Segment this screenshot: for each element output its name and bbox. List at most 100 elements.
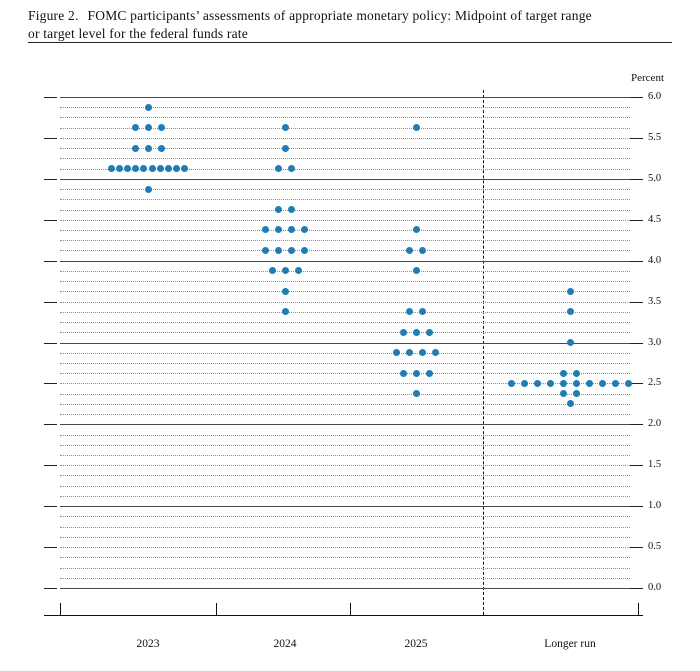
gridline-dotted [60, 434, 630, 436]
y-tick-mark-left [44, 342, 57, 344]
gridline-dotted [60, 240, 630, 242]
gridline-dotted [60, 516, 630, 518]
gridline-dotted [60, 332, 630, 334]
gridline-dotted [60, 485, 630, 487]
y-tick-mark-left [44, 137, 57, 139]
fomc-dot [412, 267, 420, 275]
y-tick-mark-right [630, 506, 643, 508]
fomc-dot [181, 165, 188, 173]
fomc-dot [412, 328, 420, 336]
y-tick-label: 2.5 [648, 377, 662, 389]
fomc-dot [132, 165, 140, 173]
y-tick-mark-left [44, 588, 57, 589]
y-tick-mark-right [630, 137, 643, 139]
gridline-dotted [60, 557, 630, 559]
fomc-dot [288, 165, 295, 173]
fomc-dot [268, 267, 276, 275]
fomc-dot [566, 287, 574, 295]
y-tick-label: 0.0 [648, 582, 662, 593]
fomc-dot [560, 379, 567, 387]
figure-title: Figure 2. FOMC participants’ assessments … [28, 7, 680, 43]
fomc-dot [131, 144, 139, 152]
x-tick-mark [60, 603, 61, 615]
fomc-dot [406, 246, 413, 254]
y-tick-label: 3.5 [648, 295, 662, 307]
fomc-dot [301, 246, 308, 254]
y-tick-mark-right [630, 588, 643, 589]
gridline-solid [60, 178, 630, 180]
gridline-dotted [60, 168, 630, 170]
gridline-dotted [60, 148, 630, 150]
y-tick-mark-right [630, 424, 643, 426]
gridline-dotted [60, 117, 630, 119]
fomc-dot [508, 379, 515, 387]
y-tick-mark-left [44, 383, 57, 385]
y-tick-mark-left [44, 178, 57, 180]
y-tick-mark-left [44, 219, 57, 221]
gridline-dotted [60, 250, 630, 252]
gridline-dotted [60, 291, 630, 293]
gridline-solid [60, 506, 630, 508]
gridline-dotted [60, 393, 630, 395]
y-tick-label: 6.0 [648, 91, 662, 102]
gridline-dotted [60, 281, 630, 283]
fomc-dot [164, 165, 172, 173]
fomc-dot [157, 144, 165, 152]
fomc-dot [406, 308, 413, 316]
fomc-dot [425, 369, 433, 377]
fomc-dot [586, 379, 593, 387]
y-tick-label: 1.5 [648, 459, 662, 471]
x-tick-mark [350, 603, 351, 615]
gridline-dotted [60, 465, 630, 467]
fomc-dot [625, 379, 632, 387]
gridline-dotted [60, 322, 630, 324]
y-tick-label: 0.5 [648, 541, 662, 553]
gridline-dotted [60, 189, 630, 191]
fomc-dot [275, 206, 282, 214]
fomc-dot [566, 308, 574, 316]
fomc-dot [116, 165, 124, 173]
fomc-dot [560, 369, 567, 377]
title-rule [28, 42, 672, 43]
gridline-dotted [60, 383, 630, 385]
y-tick-mark-right [630, 383, 643, 385]
gridline-solid [60, 97, 630, 98]
fomc-dot [566, 339, 574, 346]
fomc-dot [412, 390, 420, 398]
y-axis-unit-label: Percent [631, 72, 664, 84]
gridline-dotted [60, 127, 630, 129]
y-tick-mark-right [630, 301, 643, 303]
fomc-dot [275, 246, 282, 254]
fomc-dot [399, 328, 407, 336]
fomc-dot [599, 379, 606, 387]
fomc-dot [262, 246, 269, 254]
fomc-dot [294, 267, 302, 275]
y-tick-mark-right [630, 219, 643, 221]
fomc-dot [288, 206, 295, 214]
fomc-dot [148, 165, 156, 173]
y-tick-mark-right [630, 342, 643, 344]
fomc-dot [281, 124, 289, 132]
fomc-dot [573, 379, 580, 387]
x-tick-mark [216, 603, 217, 615]
y-tick-mark-left [44, 424, 57, 426]
y-tick-label: 3.0 [648, 336, 662, 348]
x-axis-label: 2025 [404, 638, 428, 650]
fomc-dot [131, 124, 139, 132]
fomc-dot [281, 287, 289, 295]
fomc-dot [412, 124, 420, 132]
y-tick-label: 4.5 [648, 213, 662, 225]
fomc-dot [534, 379, 541, 387]
fomc-dot [288, 226, 295, 234]
y-tick-mark-left [44, 506, 57, 508]
gridline-dotted [60, 311, 630, 313]
x-tick-mark [638, 603, 639, 615]
fomc-dot [573, 390, 580, 398]
fomc-dot [425, 328, 433, 336]
y-tick-mark-right [630, 260, 643, 262]
gridline-dotted [60, 475, 630, 477]
gridline-solid [60, 424, 630, 426]
fomc-dot [288, 246, 295, 254]
y-tick-mark-right [630, 97, 643, 98]
gridline-dotted [60, 526, 630, 528]
